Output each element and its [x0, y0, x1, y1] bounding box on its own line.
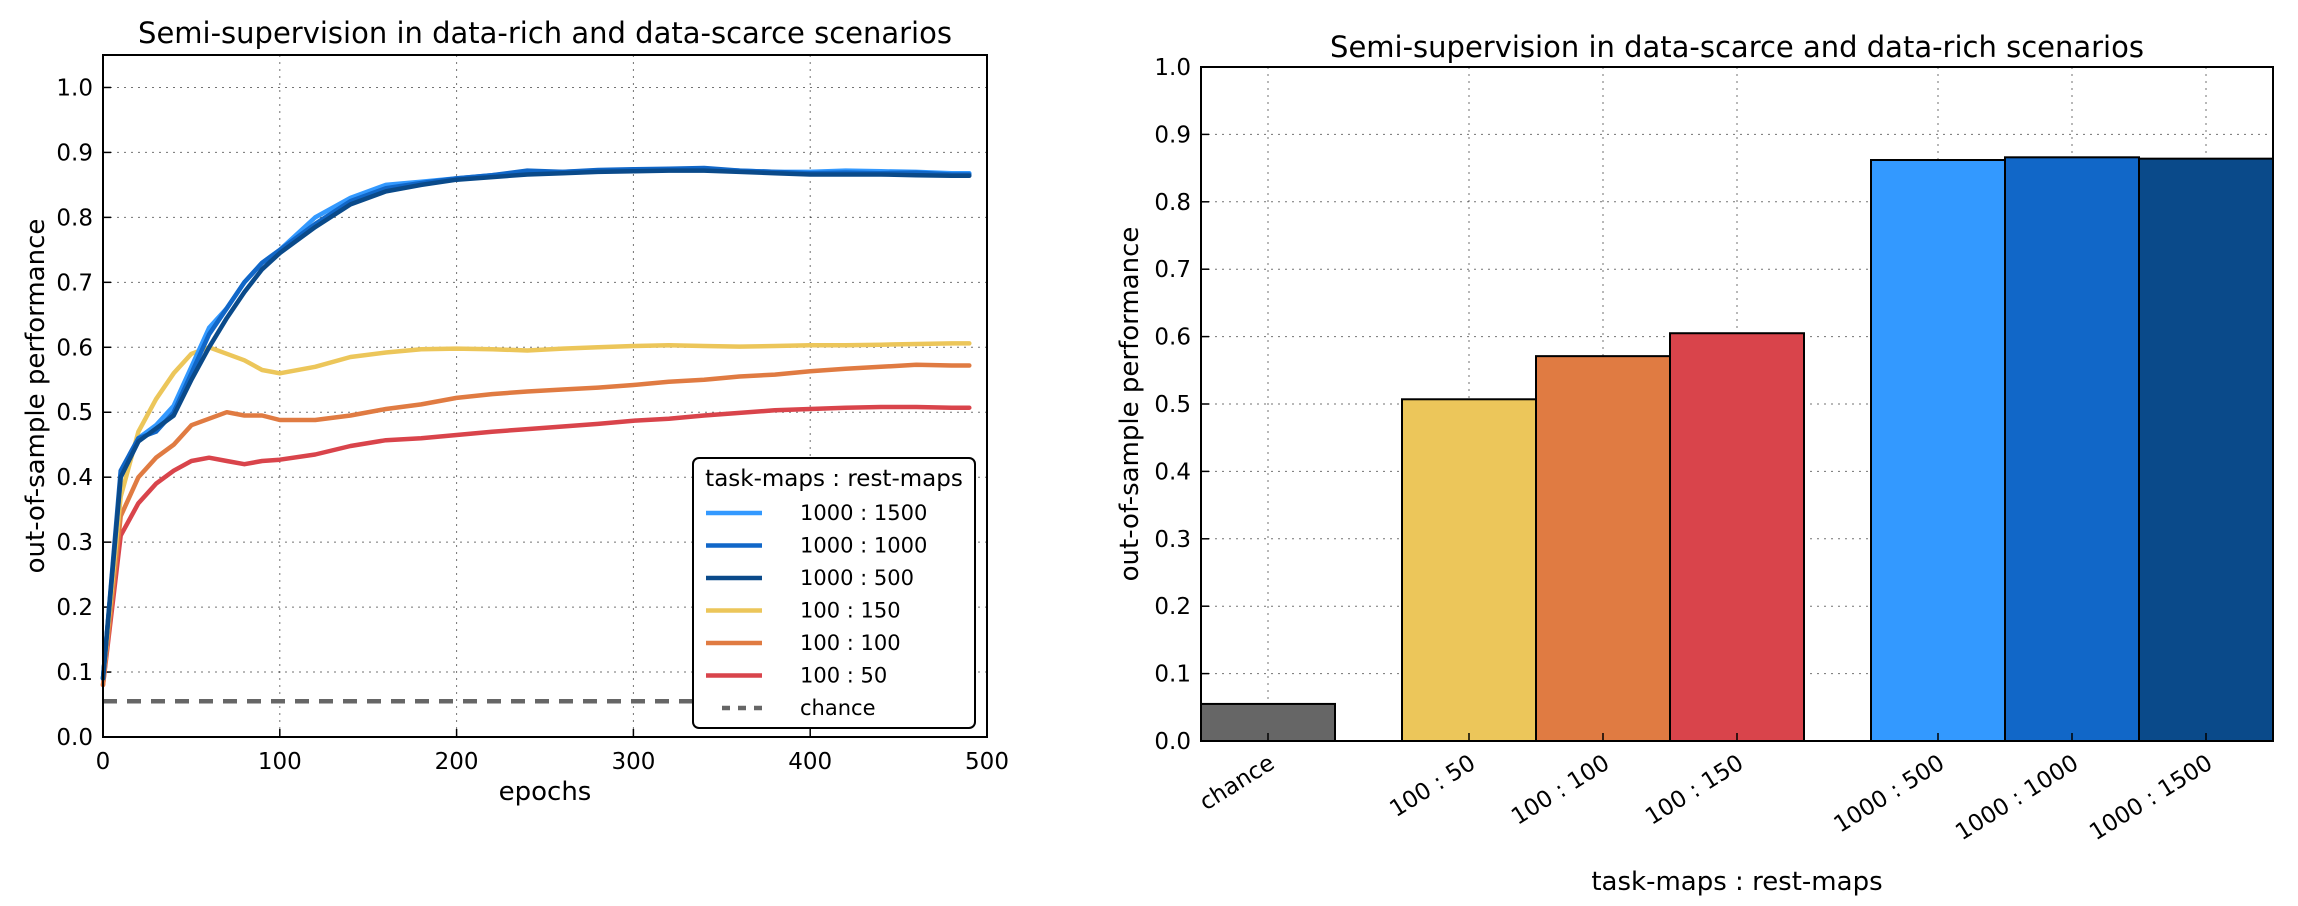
legend-label: 100 : 50 — [800, 664, 887, 688]
bar-chart-frame — [1200, 66, 2274, 742]
legend-label: 100 : 150 — [800, 599, 901, 623]
x-tick-label: 300 — [611, 749, 655, 775]
legend-label: 1000 : 1500 — [800, 501, 927, 525]
legend-label: 100 : 100 — [800, 631, 901, 655]
series-line-1000-500 — [100, 168, 972, 681]
x-tick-label: 200 — [435, 749, 479, 775]
y-tick-label: 1.0 — [1154, 55, 1191, 81]
line-chart-xlabel: epochs — [499, 777, 592, 807]
legend-items: 1000 : 1500 1000 : 1000 1000 : 500 100 : 15… — [706, 501, 927, 720]
line-chart-ylabel: out-of-sample performance — [21, 219, 51, 574]
line-chart-frame — [102, 54, 988, 738]
bar-100-50 — [1401, 398, 1537, 742]
y-tick-label: 0.8 — [1154, 190, 1191, 216]
line-chart-ticks: 0 100 200 300 400 500 0.0 0.1 0.2 0.3 0.4 0.5 0.6 0.7… — [56, 75, 1009, 775]
x-tick-label: 400 — [788, 749, 832, 775]
bar-chart-xlabel: task-maps : rest-maps — [1591, 867, 1882, 897]
y-tick-label: 0.1 — [1154, 662, 1191, 688]
y-tick-label: 0.6 — [56, 335, 93, 361]
y-tick-label: 0.3 — [1154, 527, 1191, 553]
legend-label: 1000 : 500 — [800, 566, 914, 590]
y-tick-label: 0.5 — [1154, 392, 1191, 418]
y-tick-label: 0.9 — [1154, 122, 1191, 148]
series-line-100-150 — [100, 341, 972, 681]
x-tick-label: 500 — [965, 749, 1009, 775]
bar-1000-1000 — [2004, 156, 2140, 743]
bar-100-100 — [1535, 355, 1671, 742]
y-tick-label: 0.7 — [1154, 257, 1191, 283]
series-line-100-50 — [100, 404, 972, 688]
line-chart: Semi-supervision in data-rich and data-s… — [21, 16, 1009, 807]
y-tick-label: 0.5 — [56, 400, 93, 426]
y-tick-label: 0.4 — [1154, 459, 1191, 485]
line-chart-title: Semi-supervision in data-rich and data-s… — [138, 16, 952, 50]
x-tick-label: 100 — [258, 749, 302, 775]
bar-chart-title: Semi-supervision in data-scarce and data… — [1330, 30, 2144, 64]
series-line-100-100 — [100, 362, 972, 688]
legend-label: chance — [800, 696, 876, 720]
line-chart-series — [100, 165, 972, 704]
legend-label: 1000 : 1000 — [800, 534, 927, 558]
y-tick-label: 1.0 — [56, 75, 93, 101]
y-tick-label: 0.2 — [56, 595, 93, 621]
bar-100-150 — [1669, 332, 1805, 742]
y-tick-label: 0.3 — [56, 530, 93, 556]
y-tick-label: 0.4 — [56, 465, 93, 491]
y-tick-label: 0.9 — [56, 140, 93, 166]
bar-1000-1500 — [2138, 157, 2274, 742]
y-tick-label: 0.7 — [56, 270, 93, 296]
y-tick-label: 0.0 — [56, 725, 93, 751]
legend-title: task-maps : rest-maps — [705, 466, 963, 492]
y-tick-label: 0.2 — [1154, 594, 1191, 620]
y-tick-label: 0.1 — [56, 660, 93, 686]
bar-chart-bars — [1200, 156, 2274, 743]
x-tick-label: 0 — [96, 749, 111, 775]
y-tick-label: 0.6 — [1154, 325, 1191, 351]
y-tick-label: 0.0 — [1154, 729, 1191, 755]
bar-1000-500 — [1870, 159, 2006, 742]
bar-chart-ylabel: out-of-sample performance — [1115, 227, 1145, 582]
legend-box — [692, 457, 976, 729]
y-tick-label: 0.8 — [56, 205, 93, 231]
